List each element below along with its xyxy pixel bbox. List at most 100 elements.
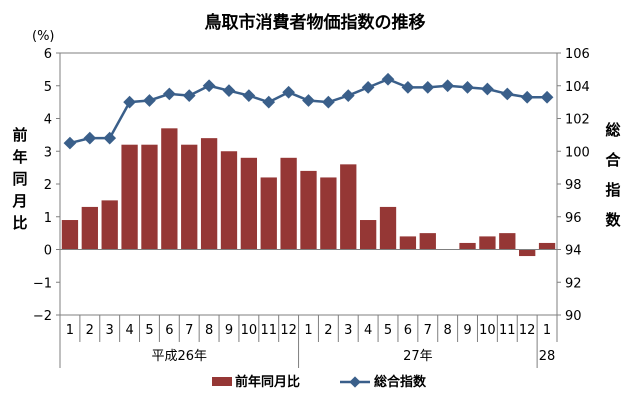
month-label: 3 — [344, 323, 352, 338]
chart-title: 鳥取市消費者物価指数の推移 — [205, 12, 426, 33]
left-axis-label-char: 前 — [12, 126, 27, 144]
bar — [141, 144, 158, 250]
right-tick-label: 102 — [565, 113, 590, 128]
bar — [101, 200, 118, 250]
line-point — [421, 81, 435, 94]
line-point — [63, 136, 77, 150]
bar — [379, 206, 397, 250]
bar — [340, 164, 357, 250]
month-label: 7 — [424, 323, 432, 338]
bar — [538, 242, 556, 250]
right-tick-label: 96 — [565, 211, 582, 226]
legend-line-label: 総合指数 — [374, 374, 427, 390]
month-label: 12 — [280, 323, 297, 338]
line-point — [182, 89, 196, 102]
month-label: 10 — [479, 323, 496, 338]
line-point — [500, 87, 514, 101]
right-tick-label: 90 — [565, 309, 582, 324]
left-tick-label: 5 — [44, 80, 52, 95]
right-axis-label-char: 総 — [605, 121, 620, 139]
left-axis-unit: (%) — [32, 29, 55, 44]
line-point — [481, 82, 494, 96]
left-tick-label: 4 — [44, 113, 52, 128]
year-label: 28 — [539, 349, 556, 364]
month-label: 4 — [125, 323, 133, 338]
line-point — [83, 131, 97, 145]
right-axis-label: 総合指数 — [604, 121, 621, 229]
line-point — [103, 131, 117, 145]
line-point — [461, 81, 474, 94]
left-axis-ticks: 6 5 4 3 2 1 0 −1 −2 — [33, 47, 60, 324]
bar — [419, 233, 436, 250]
line-point — [143, 94, 156, 107]
line-point — [341, 89, 355, 102]
month-label: 7 — [185, 323, 193, 338]
month-label: 3 — [106, 323, 114, 338]
month-label: 10 — [241, 323, 258, 338]
bar — [200, 138, 218, 250]
line-point — [401, 81, 415, 94]
left-tick-label: 3 — [44, 145, 52, 160]
right-axis-label-char: 合 — [604, 151, 621, 169]
left-tick-label: −1 — [33, 276, 52, 291]
line-point — [242, 89, 256, 102]
bar — [479, 236, 496, 250]
month-label: 12 — [519, 323, 536, 338]
month-label: 6 — [165, 323, 173, 338]
bar — [459, 242, 476, 250]
bar-series — [61, 128, 556, 257]
month-label: 9 — [225, 323, 233, 338]
month-label: 5 — [384, 323, 392, 338]
bar — [300, 170, 317, 250]
left-tick-label: 2 — [44, 178, 52, 193]
line-point — [441, 79, 455, 93]
line-point — [381, 72, 395, 86]
line-point — [302, 94, 315, 107]
right-axis-ticks: 106 104 102 100 98 96 94 92 90 — [557, 47, 590, 324]
month-label: 11 — [260, 323, 277, 338]
month-label: 4 — [364, 323, 372, 338]
left-axis-label-char: 月 — [11, 192, 27, 210]
left-axis-label-char: 年 — [12, 148, 27, 166]
month-label: 8 — [444, 323, 452, 338]
month-label: 9 — [463, 323, 471, 338]
month-label: 2 — [86, 323, 94, 338]
left-tick-label: 1 — [44, 211, 52, 226]
left-tick-label: 6 — [44, 47, 52, 62]
bar — [161, 128, 178, 250]
right-axis-label-char: 数 — [605, 211, 621, 229]
legend: 前年同月比 総合指数 — [212, 374, 427, 390]
bar — [121, 144, 138, 250]
month-label: 1 — [304, 323, 312, 338]
line-point — [222, 84, 236, 98]
line-point — [322, 95, 335, 109]
year-label: 平成26年 — [152, 349, 208, 364]
right-tick-label: 92 — [565, 276, 582, 291]
legend-line-marker — [349, 376, 361, 388]
bar — [260, 177, 277, 250]
bar — [499, 233, 516, 250]
month-label: 6 — [404, 323, 412, 338]
bar — [181, 144, 198, 250]
right-tick-label: 98 — [565, 178, 582, 193]
line-point — [282, 85, 295, 99]
bar — [359, 220, 377, 250]
left-tick-label: −2 — [33, 309, 52, 324]
line-point — [262, 95, 276, 109]
line-point — [162, 87, 176, 101]
year-label: 27年 — [403, 349, 433, 364]
month-label: 1 — [543, 323, 551, 338]
month-label: 2 — [324, 323, 332, 338]
left-axis-label-char: 比 — [12, 214, 27, 232]
line-series — [63, 72, 554, 150]
bar — [399, 236, 417, 250]
month-label: 8 — [205, 323, 213, 338]
right-tick-label: 104 — [565, 80, 590, 95]
bar — [280, 157, 297, 250]
bar — [61, 220, 79, 250]
legend-bar-label: 前年同月比 — [235, 374, 300, 390]
bar — [240, 157, 258, 250]
bar — [220, 151, 238, 250]
left-axis-label: 前年同月比 — [11, 126, 27, 232]
